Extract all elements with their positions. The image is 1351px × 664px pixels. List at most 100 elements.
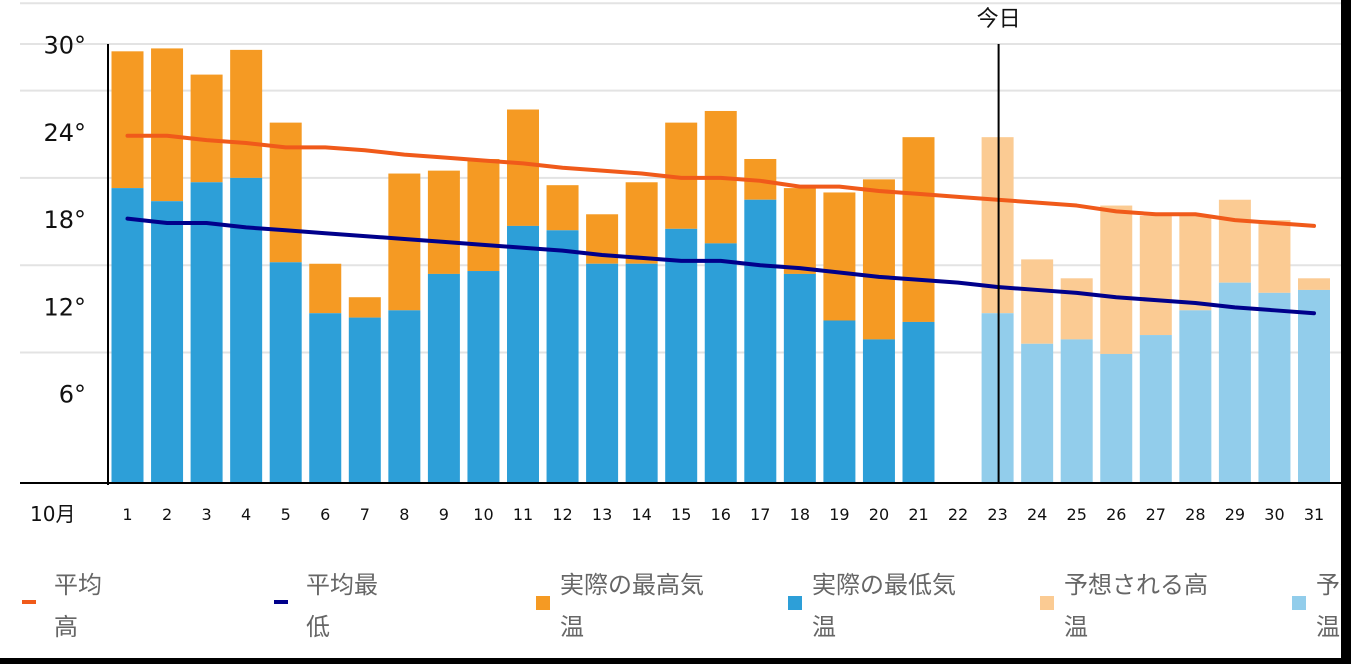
x-tick-label: 29 <box>1225 505 1245 524</box>
legend-item: 予想される高温 <box>1030 560 1270 650</box>
actual-low-bar <box>269 262 302 482</box>
avg-high-line <box>125 133 1316 228</box>
x-tick-label: 27 <box>1146 505 1166 524</box>
x-tick-label: 9 <box>439 505 449 524</box>
actual-low-bar <box>467 271 500 482</box>
forecast-low-bar <box>1139 335 1172 482</box>
actual-high-bar <box>823 192 856 321</box>
actual-low-bar <box>704 243 737 482</box>
actual-high-bar <box>862 179 895 340</box>
forecast-low-bar <box>1021 343 1054 482</box>
x-tick-label: 8 <box>399 505 409 524</box>
actual-high-bar <box>625 182 658 264</box>
x-tick-label: 15 <box>671 505 691 524</box>
forecast-high-bar <box>1021 259 1054 344</box>
actual-high-bar <box>309 263 342 314</box>
actual-high-bar <box>427 170 460 274</box>
x-tick-label: 7 <box>360 505 370 524</box>
legend-label-line: 予想される高 <box>1064 571 1208 599</box>
actual-low-bar <box>546 230 579 482</box>
legend-label-line: 高 <box>54 613 78 641</box>
actual-low-bar <box>309 313 342 482</box>
forecast-low-bar <box>1060 339 1093 482</box>
actual-low-bar <box>111 188 144 482</box>
month-label: 10月 <box>30 502 75 526</box>
x-tick-label: 11 <box>513 505 533 524</box>
legend-label: 平均最低 <box>306 564 378 648</box>
actual-high-bar <box>902 137 935 322</box>
legend-label: 実際の最高気温 <box>560 564 704 648</box>
x-tick-label: 4 <box>241 505 251 524</box>
forecast-high-bar <box>1298 278 1330 290</box>
legend-label-line: 温 <box>1316 613 1340 641</box>
legend-label-line: 温 <box>812 613 836 641</box>
forecast-low-bar <box>1100 353 1133 482</box>
x-tick-label: 28 <box>1185 505 1205 524</box>
actual-high-bar <box>190 74 223 183</box>
y-tick-label: 24° <box>43 119 86 147</box>
actual-high-bar <box>269 122 302 263</box>
x-tick-label: 1 <box>122 505 132 524</box>
legend-item: 平均最低 <box>274 560 514 650</box>
x-tick-label: 16 <box>711 505 731 524</box>
actual-low-bar <box>230 177 263 482</box>
actual-low-bar <box>783 273 816 482</box>
x-tick-label: 20 <box>869 505 889 524</box>
legend-item: 実際の最低気温 <box>778 560 1018 650</box>
forecast-high-bar <box>1060 278 1093 340</box>
legend-swatch <box>788 596 802 610</box>
x-tick-label: 24 <box>1027 505 1047 524</box>
y-tick-label: 12° <box>43 293 86 321</box>
legend-label-line: 平均最 <box>306 571 378 599</box>
forecast-low-bar <box>1218 282 1251 482</box>
legend-label-line: 平均 <box>54 571 102 599</box>
legend-label-line: 温 <box>560 613 584 641</box>
legend-swatch <box>536 596 550 610</box>
x-tick-label: 3 <box>202 505 212 524</box>
actual-high-bar <box>348 297 381 318</box>
legend-label-line: 低 <box>306 613 330 641</box>
forecast-low-bar <box>1179 310 1212 482</box>
legend-item: 実際の最高気温 <box>526 560 766 650</box>
actual-high-bar <box>111 51 144 189</box>
actual-low-bar <box>902 321 935 482</box>
actual-low-bar <box>862 339 895 482</box>
actual-low-bar <box>586 263 619 482</box>
x-tick-label: 10 <box>473 505 493 524</box>
legend-label-line: 実際の最高気 <box>560 571 704 599</box>
x-tick-label: 17 <box>750 505 770 524</box>
forecast-high-bar <box>1218 199 1251 283</box>
x-tick-label: 25 <box>1067 505 1087 524</box>
x-tick-label: 14 <box>631 505 651 524</box>
y-tick-label: 30° <box>43 32 86 60</box>
chart-legend: 平均高平均最低実際の最高気温実際の最低気温予想される高温予想される低温 <box>0 560 1341 658</box>
legend-label-line: 実際の最低気 <box>812 571 956 599</box>
legend-label: 予想される低温 <box>1316 564 1341 648</box>
legend-label: 平均高 <box>54 564 102 648</box>
x-tick-label: 21 <box>908 505 928 524</box>
actual-low-bar <box>388 310 421 482</box>
x-tick-label: 23 <box>987 505 1007 524</box>
x-tick-label: 13 <box>592 505 612 524</box>
y-tick-label: 18° <box>43 206 86 234</box>
y-tick-label: 6° <box>59 381 86 409</box>
actual-high-bar <box>783 188 816 274</box>
legend-label: 予想される高温 <box>1064 564 1208 648</box>
forecast-high-bar <box>1179 215 1212 311</box>
x-tick-label: 31 <box>1304 505 1324 524</box>
x-tick-label: 18 <box>790 505 810 524</box>
actual-low-bar <box>427 273 460 482</box>
forecast-low-bar <box>1258 292 1291 482</box>
x-tick-label: 5 <box>281 505 291 524</box>
legend-swatch <box>1040 596 1054 610</box>
legend-item: 予想される低温 <box>1282 560 1341 650</box>
legend-item: 平均高 <box>22 560 262 650</box>
actual-high-bar <box>388 173 421 311</box>
x-tick-label: 26 <box>1106 505 1126 524</box>
legend-swatch <box>1292 596 1306 610</box>
forecast-high-bar <box>1100 205 1133 354</box>
today-label: 今日 <box>977 7 1021 32</box>
legend-label-line: 予想される低 <box>1316 571 1341 599</box>
forecast-high-bar <box>1139 215 1172 336</box>
